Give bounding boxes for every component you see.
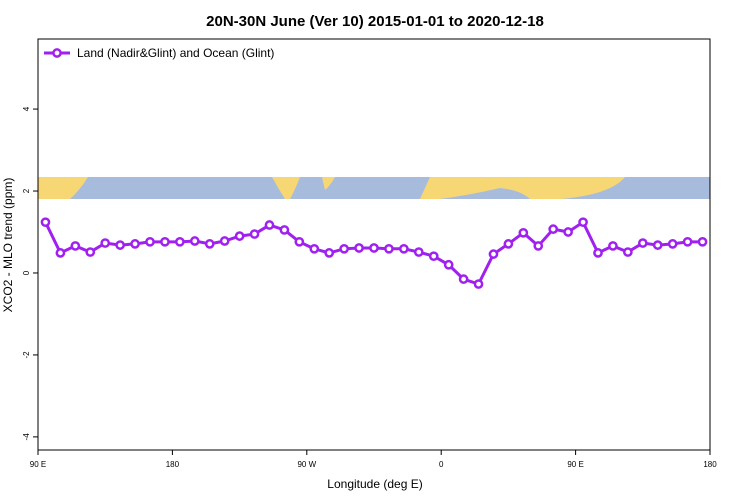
x-tick-label: 0 xyxy=(439,460,444,469)
data-point xyxy=(175,236,185,247)
y-axis-label: XCO2 - MLO trend (ppm) xyxy=(1,178,15,313)
data-point xyxy=(428,251,439,262)
data-point xyxy=(85,247,96,257)
legend-marker xyxy=(52,48,62,58)
data-point xyxy=(667,239,678,249)
data-point xyxy=(204,239,215,249)
data-point xyxy=(160,236,170,247)
x-tick-label: 90 E xyxy=(567,460,583,469)
data-point xyxy=(339,243,349,254)
x-tick-label: 90 E xyxy=(30,460,46,469)
data-point xyxy=(458,274,469,284)
chart-title: 20N-30N June (Ver 10) 2015-01-01 to 2020… xyxy=(206,13,544,30)
data-point xyxy=(652,240,663,250)
data-point xyxy=(697,236,708,247)
data-point xyxy=(70,241,81,251)
data-point xyxy=(40,217,51,228)
data-point xyxy=(637,238,648,248)
y-tick-label: 2 xyxy=(22,188,31,193)
data-point xyxy=(488,249,499,259)
data-point xyxy=(503,239,514,249)
data-point xyxy=(473,279,484,289)
data-point xyxy=(55,248,66,258)
data-point xyxy=(115,240,125,250)
data-point xyxy=(548,224,559,234)
data-point xyxy=(145,236,155,247)
data-point xyxy=(563,227,573,237)
data-point xyxy=(578,217,588,228)
data-point xyxy=(413,247,424,257)
data-point xyxy=(533,241,544,251)
data-point xyxy=(384,243,394,254)
data-point xyxy=(309,243,320,254)
y-tick-label: -4 xyxy=(22,433,31,441)
data-point xyxy=(608,241,618,251)
data-point xyxy=(249,229,260,239)
data-point xyxy=(279,225,290,235)
data-point xyxy=(324,248,335,258)
y-tick-label: 0 xyxy=(22,270,31,275)
data-point xyxy=(189,236,200,246)
data-point xyxy=(264,220,275,230)
data-point xyxy=(518,227,529,238)
legend-label: Land (Nadir&Glint) and Ocean (Glint) xyxy=(77,46,274,60)
data-point xyxy=(623,247,633,257)
series-line xyxy=(44,219,703,286)
map-strip xyxy=(38,177,710,199)
data-point xyxy=(219,236,230,246)
data-point xyxy=(399,243,409,254)
data-point xyxy=(682,236,693,247)
x-tick-label: 90 W xyxy=(297,460,316,469)
x-tick-label: 180 xyxy=(166,460,180,469)
data-point xyxy=(369,243,379,253)
x-tick-label: 180 xyxy=(703,460,717,469)
data-point xyxy=(234,231,245,241)
data-point xyxy=(100,238,111,248)
x-axis-label: Longitude (deg E) xyxy=(327,477,422,491)
data-point xyxy=(130,239,140,249)
data-point xyxy=(354,243,364,253)
plot-frame xyxy=(37,38,711,451)
y-tick-label: 4 xyxy=(22,106,31,111)
data-point xyxy=(443,259,454,270)
y-tick-label: -2 xyxy=(22,351,31,359)
data-point xyxy=(294,236,305,247)
data-point xyxy=(593,248,603,258)
